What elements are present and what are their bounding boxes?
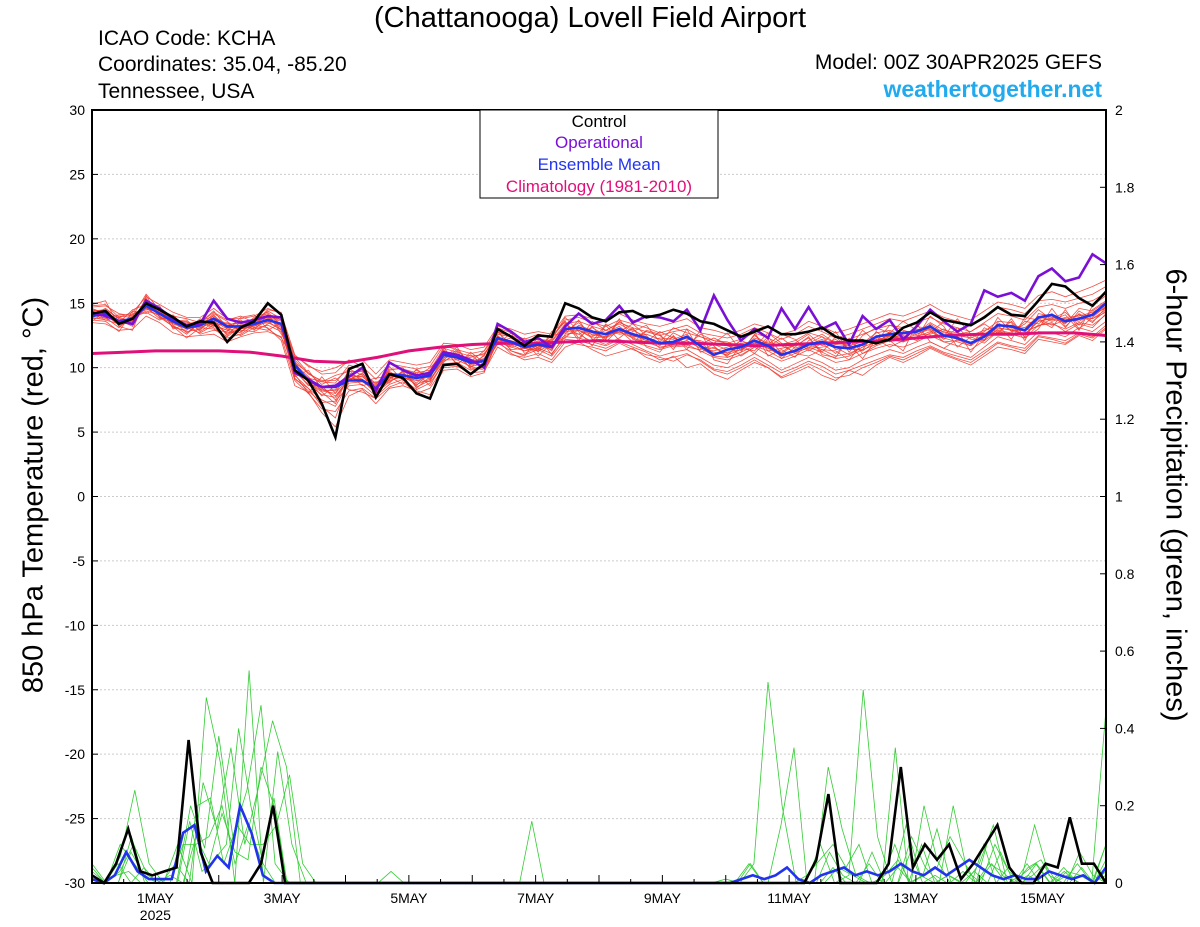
x-tick-label: 7MAY [517,890,555,906]
right-tick-label: 0 [1115,875,1123,891]
website-link[interactable]: weathertogether.net [883,76,1102,102]
x-tick-label: 11MAY [767,890,811,906]
temperature-member-line [91,302,1107,397]
left-tick-label: -15 [65,682,85,698]
x-tick-sublabel: 2025 [140,907,171,923]
left-tick-label: -30 [65,875,85,891]
precipitation-ensemble-members [91,670,1107,885]
legend-box [479,109,719,199]
climatology-line [91,331,1107,365]
right-tick-label: 0.8 [1115,566,1135,582]
temperature-member-line [91,294,1107,428]
left-tick-label: -5 [73,553,86,569]
icao-code: ICAO Code: KCHA [98,27,276,50]
right-tick-label: 1.4 [1115,334,1135,350]
region: Tennessee, USA [98,80,255,103]
left-tick-label: -20 [65,746,85,762]
right-axis-label: 6-hour Precipitation (green, inches) [1159,268,1192,722]
temperature-member-line [91,306,1107,398]
left-tick-label: 5 [77,424,85,440]
right-tick-label: 1 [1115,489,1123,505]
left-tick-label: 30 [69,102,85,118]
temperature-member-line [91,315,1107,412]
left-tick-label: 20 [69,231,85,247]
left-axis-ticks: 30 25 20 15 10 5 0 -5 -10 -15 -20 -25 -30 [65,102,98,891]
legend-ensemble-mean: Ensemble Mean [538,155,661,174]
right-tick-label: 1.2 [1115,411,1135,427]
left-tick-label: 25 [69,166,85,182]
temperature-member-line [91,306,1107,394]
temperature-member-line [91,295,1107,419]
x-tick-label: 1MAY [137,890,175,906]
temperature-member-line [91,300,1107,401]
temperature-member-line [91,310,1107,403]
precipitation-member-line [91,670,1107,885]
legend-control: Control [572,112,627,131]
grid-lines [92,173,1106,820]
right-axis-ticks: 2 1.8 1.6 1.4 1.2 1 0.8 0.6 0.4 0.2 0 [1100,102,1135,891]
temperature-member-line [91,300,1107,387]
left-axis-label: 850 hPa Temperature (red, °C) [17,296,50,694]
x-tick-label: 15MAY [1020,890,1066,906]
coordinates: Coordinates: 35.04, -85.20 [98,53,347,76]
left-tick-label: 10 [69,360,85,376]
x-tick-label: 13MAY [893,890,939,906]
model-run: Model: 00Z 30APR2025 GEFS [814,51,1102,74]
legend-operational: Operational [555,133,643,152]
temperature-control-line [91,282,1107,442]
right-tick-label: 1.6 [1115,257,1135,273]
chart-title: (Chattanooga) Lovell Field Airport [373,2,806,34]
temperature-member-line [91,307,1107,407]
left-tick-label: 0 [77,489,85,505]
left-tick-label: 15 [69,295,85,311]
right-tick-label: 0.4 [1115,720,1135,736]
precipitation-member-line [91,766,1107,884]
right-tick-label: 0.6 [1115,643,1135,659]
x-tick-label: 9MAY [644,890,682,906]
temperature-mean-line [91,302,1107,390]
left-tick-label: -10 [65,617,85,633]
x-tick-label: 3MAY [264,890,302,906]
right-tick-label: 0.2 [1115,798,1135,814]
x-tick-label: 5MAY [390,890,428,906]
right-tick-label: 2 [1115,102,1123,118]
right-tick-label: 1.8 [1115,179,1135,195]
left-tick-label: -25 [65,811,85,827]
temperature-ensemble-members [91,279,1107,428]
precipitation-member-line [91,681,1107,884]
legend: Control Operational Ensemble Mean Climat… [479,109,719,199]
legend-climatology: Climatology (1981-2010) [506,177,692,196]
main-series-lines [91,252,1108,885]
